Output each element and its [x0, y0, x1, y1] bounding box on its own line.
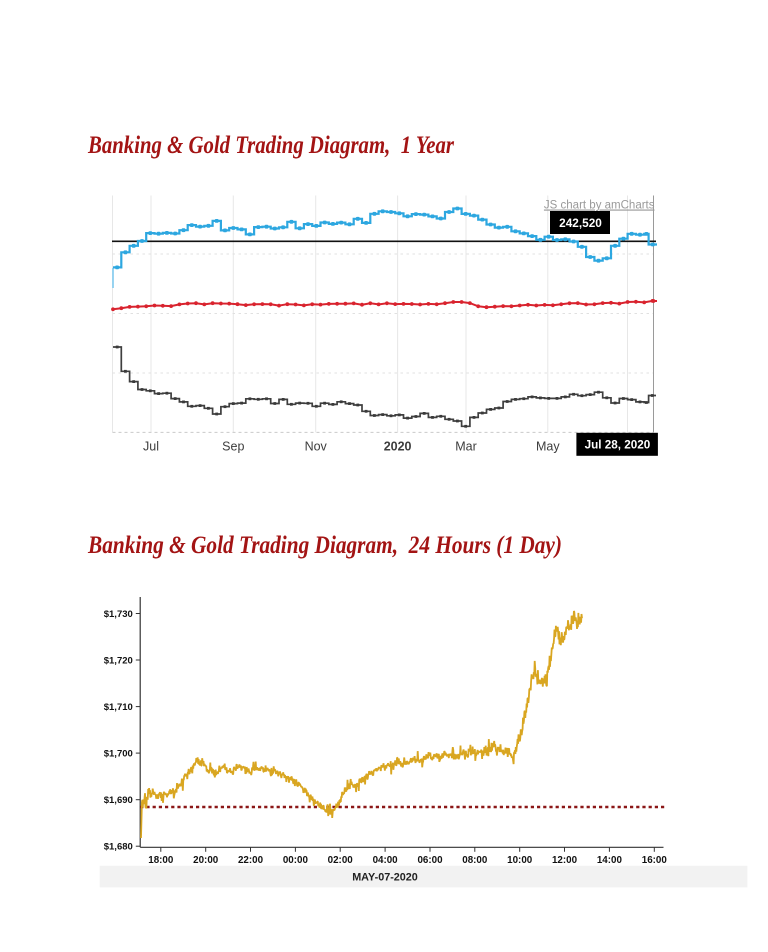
svg-text:MAY-07-2020: MAY-07-2020 [352, 871, 418, 883]
svg-text:18:00: 18:00 [148, 855, 174, 866]
svg-text:16:00: 16:00 [642, 855, 668, 866]
svg-text:2020: 2020 [384, 440, 412, 454]
svg-text:JS chart by amCharts: JS chart by amCharts [544, 200, 655, 212]
svg-text:$1,730: $1,730 [104, 609, 133, 620]
svg-text:20:00: 20:00 [193, 855, 219, 866]
svg-text:$1,720: $1,720 [104, 656, 133, 667]
svg-text:$1,690: $1,690 [104, 795, 133, 806]
svg-text:06:00: 06:00 [417, 855, 443, 866]
svg-text:Mar: Mar [455, 440, 477, 454]
svg-text:02:00: 02:00 [328, 855, 354, 866]
svg-text:04:00: 04:00 [373, 855, 399, 866]
svg-text:$1,680: $1,680 [104, 842, 133, 853]
svg-text:Jul 28, 2020: Jul 28, 2020 [585, 438, 651, 451]
svg-text:May: May [536, 440, 560, 454]
svg-text:10:00: 10:00 [507, 855, 533, 866]
svg-text:12:00: 12:00 [552, 855, 578, 866]
svg-text:22:00: 22:00 [238, 855, 264, 866]
svg-text:$1,710: $1,710 [104, 702, 133, 713]
svg-text:Banking & Gold Trading Diagram: Banking & Gold Trading Diagram, 24 Hours… [87, 532, 562, 559]
svg-text:Nov: Nov [305, 440, 328, 454]
svg-text:Banking & Gold Trading Diagram: Banking & Gold Trading Diagram, 1 Year [87, 132, 454, 159]
svg-text:08:00: 08:00 [462, 855, 488, 866]
svg-text:Sep: Sep [222, 440, 244, 454]
svg-text:242,520: 242,520 [559, 216, 602, 230]
svg-text:Jul: Jul [143, 440, 159, 454]
svg-text:$1,700: $1,700 [104, 749, 133, 760]
svg-text:00:00: 00:00 [283, 855, 309, 866]
svg-text:14:00: 14:00 [597, 855, 623, 866]
